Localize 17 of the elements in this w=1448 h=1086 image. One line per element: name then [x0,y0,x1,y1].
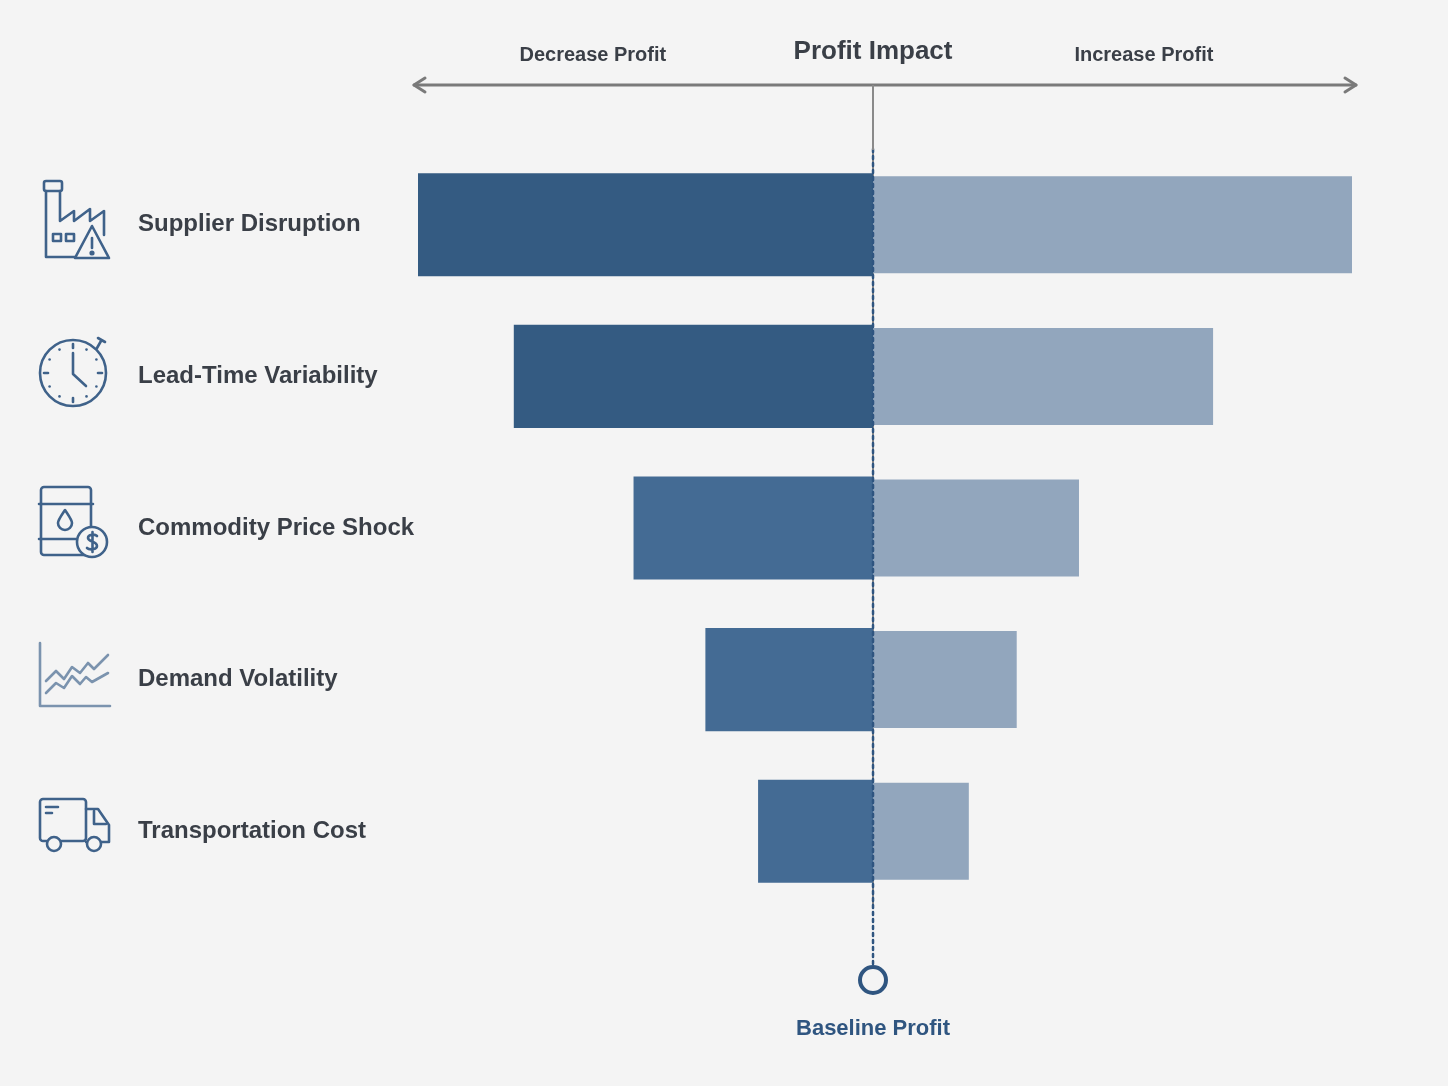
y-tick-label: Supplier Disruption [138,209,361,237]
bar [705,628,874,732]
bar [873,631,1017,729]
bar [873,782,969,880]
text: Decrease Profit [519,42,667,65]
bar [873,327,1214,425]
y-tick-label: Transportation Cost [138,815,367,843]
bar [873,176,1352,274]
chart-title: Profit Impact [793,35,953,66]
y-tick-label: Lead-Time Variability [138,361,379,389]
ref-line-label: Baseline Profit [796,1015,951,1041]
bar [758,779,874,883]
y-tick-label: Commodity Price Shock [138,512,415,540]
bar [633,476,874,580]
bar [873,479,1079,577]
text: Increase Profit [1074,42,1214,65]
y-tick-label: Demand Volatility [138,664,339,692]
